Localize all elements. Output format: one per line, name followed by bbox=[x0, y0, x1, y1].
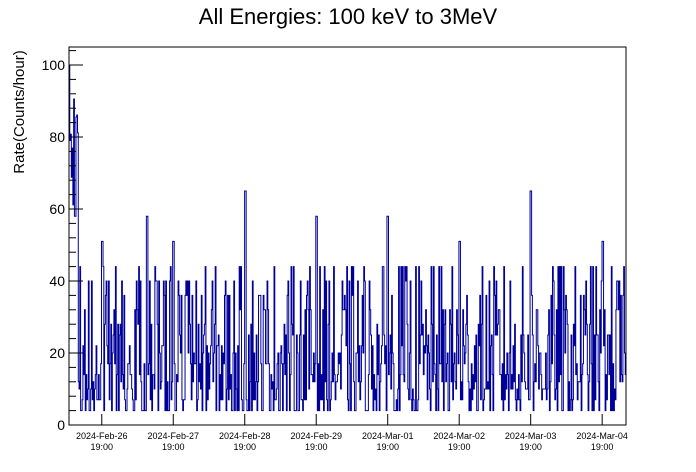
y-axis-label: Rate(Counts/hour) bbox=[11, 50, 28, 173]
x-axis: 2024-Feb-2619:002024-Feb-2719:002024-Feb… bbox=[76, 414, 628, 452]
x-tick-label: 19:00 bbox=[591, 442, 614, 452]
chart-title: All Energies: 100 keV to 3MeV bbox=[199, 4, 498, 29]
y-tick-label: 80 bbox=[49, 129, 65, 145]
x-tick-label: 19:00 bbox=[90, 442, 113, 452]
x-tick-label: 19:00 bbox=[376, 442, 399, 452]
x-tick-label: 2024-Mar-02 bbox=[433, 431, 485, 441]
x-tick-label: 19:00 bbox=[162, 442, 185, 452]
plot-frame bbox=[68, 46, 627, 426]
y-tick-label: 20 bbox=[49, 345, 65, 361]
x-tick-label: 2024-Feb-26 bbox=[76, 431, 128, 441]
y-tick-label: 40 bbox=[49, 273, 65, 289]
plot-area bbox=[69, 64, 626, 412]
x-tick-label: 2024-Feb-28 bbox=[219, 431, 271, 441]
y-tick-label: 0 bbox=[57, 417, 65, 433]
y-tick-label: 60 bbox=[49, 201, 65, 217]
x-tick-label: 2024-Mar-01 bbox=[362, 431, 414, 441]
x-tick-label: 19:00 bbox=[519, 442, 542, 452]
x-tick-label: 2024-Feb-27 bbox=[147, 431, 199, 441]
x-tick-label: 2024-Mar-03 bbox=[505, 431, 557, 441]
x-tick-label: 2024-Mar-04 bbox=[576, 431, 628, 441]
x-tick-label: 19:00 bbox=[233, 442, 256, 452]
rate-series-line bbox=[69, 64, 626, 412]
y-tick-label: 100 bbox=[42, 57, 66, 73]
x-tick-label: 2024-Feb-29 bbox=[290, 431, 342, 441]
x-tick-label: 19:00 bbox=[305, 442, 328, 452]
x-tick-label: 19:00 bbox=[448, 442, 471, 452]
y-axis: 0 20 40 60 80 100 bbox=[42, 50, 83, 433]
